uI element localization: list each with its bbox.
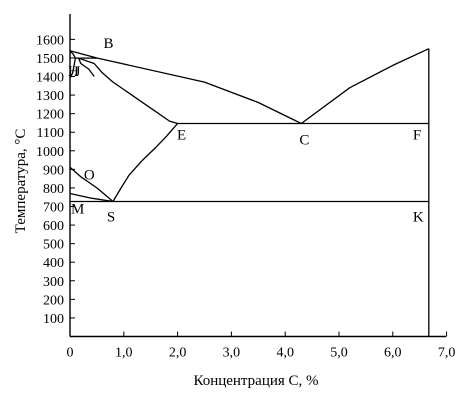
diagram-line-3 <box>300 48 430 125</box>
point-label-e: E <box>177 128 186 144</box>
diagram-line-4 <box>69 50 76 59</box>
y-tick-label: 900 <box>43 163 64 178</box>
y-tick-label: 500 <box>43 238 64 253</box>
x-tick-label: 3,0 <box>223 346 241 361</box>
diagram-line-8 <box>77 57 95 77</box>
x-axis-title: Концентрация С, % <box>193 373 318 389</box>
y-tick-label: 800 <box>43 182 64 197</box>
point-label-s: S <box>107 209 115 225</box>
y-tick-label: 700 <box>43 201 64 216</box>
point-label-b: B <box>103 36 113 52</box>
diagram-line-11 <box>69 166 114 202</box>
axes <box>69 14 448 338</box>
y-tick-label: 1500 <box>36 52 64 67</box>
x-tick-label: 1,0 <box>115 346 133 361</box>
x-tick-label: 6,0 <box>384 346 402 361</box>
diagram-line-10 <box>112 123 179 202</box>
x-tick-label: 0 <box>67 346 74 361</box>
point-label-j: J <box>75 64 81 80</box>
y-tick-label: 1100 <box>37 126 64 141</box>
point-label-c: C <box>299 133 309 149</box>
x-tick-label: 2,0 <box>169 346 187 361</box>
point-label-f: F <box>413 128 421 144</box>
y-tick-label: 100 <box>43 312 64 327</box>
y-tick-label: 1200 <box>36 108 64 123</box>
x-tick-label: 4,0 <box>276 346 294 361</box>
point-label-k: K <box>413 209 424 225</box>
diagram-lines <box>69 48 430 337</box>
diagram-line-7 <box>78 57 178 125</box>
tick-labels: 100 200 300 400 500 600 700 800 900 1000 1100 1200 1… <box>36 33 455 360</box>
point-label-o: O <box>84 168 95 184</box>
x-tick-label: 7,0 <box>438 346 456 361</box>
diagram-line-12 <box>69 192 114 203</box>
y-tick-label: 300 <box>43 275 64 290</box>
point-labels: B JH C E F O M S K <box>68 36 424 225</box>
diagram-line-2 <box>97 57 302 125</box>
y-tick-label: 400 <box>43 256 64 271</box>
point-label-h: H <box>68 64 79 80</box>
diagram-line-1 <box>69 50 98 59</box>
y-tick-label: 1600 <box>36 33 64 48</box>
y-tick-label: 600 <box>43 219 64 234</box>
y-tick-label: 1400 <box>36 71 64 86</box>
point-label-m: M <box>71 202 84 218</box>
diagram-line-5 <box>69 57 77 79</box>
x-tick-label: 5,0 <box>330 346 348 361</box>
y-tick-label: 1300 <box>36 89 64 104</box>
y-axis-title: Температура, °С <box>13 129 29 234</box>
y-tick-label: 1000 <box>36 145 64 160</box>
y-tick-label: 200 <box>43 293 64 308</box>
